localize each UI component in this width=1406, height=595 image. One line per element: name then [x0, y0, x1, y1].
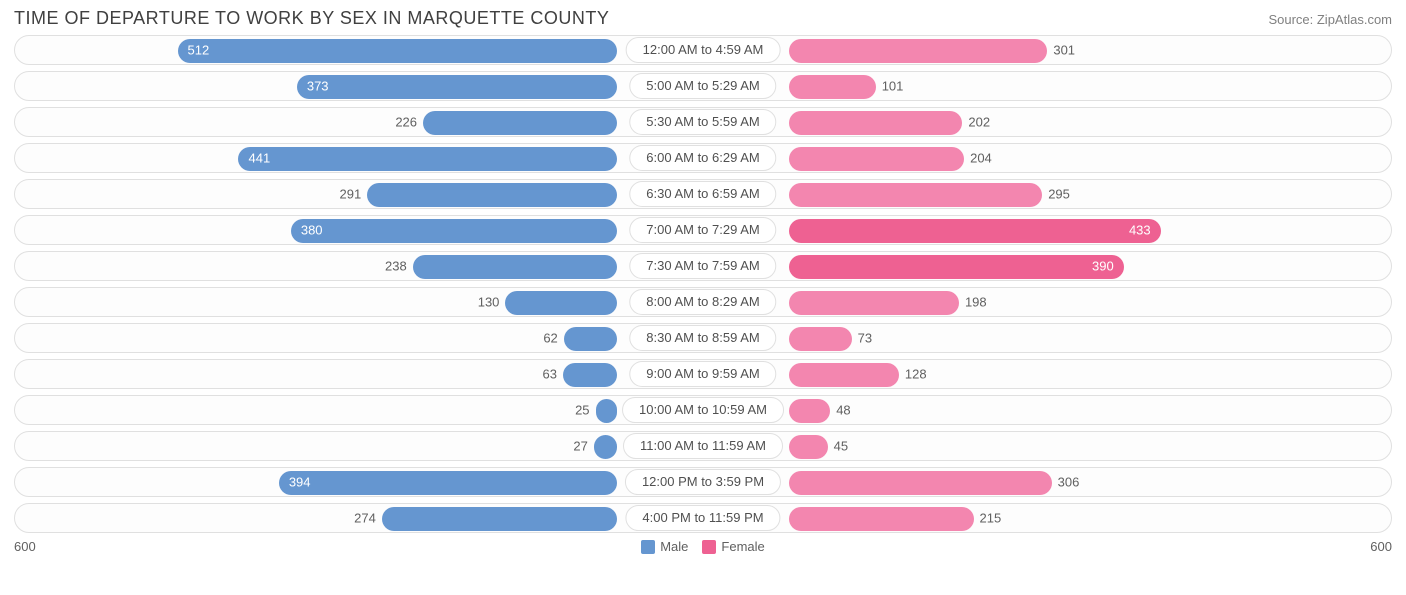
female-bar [789, 75, 876, 99]
male-value: 274 [354, 511, 376, 526]
male-bar [505, 291, 617, 315]
chart-row: 7:30 AM to 7:59 AM 238 390 [14, 251, 1392, 281]
time-range-label: 5:00 AM to 5:29 AM [629, 73, 776, 99]
chart-row: 7:00 AM to 7:29 AM 380 433 [14, 215, 1392, 245]
female-swatch-icon [702, 540, 716, 554]
male-bar [564, 327, 617, 351]
time-range-label: 10:00 AM to 10:59 AM [622, 397, 784, 423]
male-value: 373 [297, 79, 339, 94]
female-bar [789, 471, 1052, 495]
male-value: 130 [478, 295, 500, 310]
male-bar [291, 219, 617, 243]
chart-row: 10:00 AM to 10:59 AM 25 48 [14, 395, 1392, 425]
male-bar [423, 111, 617, 135]
chart-title: TIME OF DEPARTURE TO WORK BY SEX IN MARQ… [14, 8, 609, 29]
female-value: 198 [965, 295, 987, 310]
male-value: 226 [395, 115, 417, 130]
male-swatch-icon [641, 540, 655, 554]
legend-item-female: Female [702, 539, 764, 554]
female-value: 101 [882, 79, 904, 94]
male-bar [563, 363, 617, 387]
female-value: 128 [905, 367, 927, 382]
male-value: 394 [279, 475, 321, 490]
female-bar [789, 291, 959, 315]
female-bar [789, 363, 899, 387]
time-range-label: 7:30 AM to 7:59 AM [629, 253, 776, 279]
chart-row: 12:00 PM to 3:59 PM 394 306 [14, 467, 1392, 497]
chart-header: TIME OF DEPARTURE TO WORK BY SEX IN MARQ… [14, 8, 1392, 29]
male-value: 512 [178, 43, 220, 58]
male-value: 238 [385, 259, 407, 274]
chart-row: 12:00 AM to 4:59 AM 512 301 [14, 35, 1392, 65]
diverging-bar-chart: 12:00 AM to 4:59 AM 512 301 5:00 AM to 5:29… [14, 35, 1392, 533]
female-value: 433 [1119, 223, 1161, 238]
female-value: 215 [980, 511, 1002, 526]
time-range-label: 7:00 AM to 7:29 AM [629, 217, 776, 243]
male-bar [297, 75, 617, 99]
legend-female-label: Female [721, 539, 764, 554]
female-value: 390 [1082, 259, 1124, 274]
time-range-label: 8:30 AM to 8:59 AM [629, 325, 776, 351]
time-range-label: 6:00 AM to 6:29 AM [629, 145, 776, 171]
female-bar [789, 327, 852, 351]
female-bar [789, 111, 962, 135]
chart-row: 8:30 AM to 8:59 AM 62 73 [14, 323, 1392, 353]
legend-male-label: Male [660, 539, 688, 554]
legend: Male Female [641, 539, 765, 554]
male-bar [382, 507, 617, 531]
time-range-label: 11:00 AM to 11:59 AM [623, 433, 783, 459]
time-range-label: 6:30 AM to 6:59 AM [629, 181, 776, 207]
time-range-label: 8:00 AM to 8:29 AM [629, 289, 776, 315]
chart-row: 11:00 AM to 11:59 AM 27 45 [14, 431, 1392, 461]
axis-left-max: 600 [14, 539, 36, 554]
female-value: 48 [836, 403, 850, 418]
chart-row: 8:00 AM to 8:29 AM 130 198 [14, 287, 1392, 317]
male-value: 27 [573, 439, 587, 454]
male-value: 62 [543, 331, 557, 346]
female-bar [789, 39, 1047, 63]
male-bar [238, 147, 617, 171]
male-bar [594, 435, 617, 459]
female-value: 301 [1053, 43, 1075, 58]
male-bar [367, 183, 617, 207]
chart-row: 6:30 AM to 6:59 AM 291 295 [14, 179, 1392, 209]
female-value: 295 [1048, 187, 1070, 202]
female-value: 73 [858, 331, 872, 346]
female-bar [789, 255, 1124, 279]
male-value: 25 [575, 403, 589, 418]
male-value: 380 [291, 223, 333, 238]
male-bar [596, 399, 617, 423]
time-range-label: 12:00 PM to 3:59 PM [625, 469, 781, 495]
female-value: 204 [970, 151, 992, 166]
female-bar [789, 399, 830, 423]
male-bar [413, 255, 617, 279]
female-bar [789, 435, 828, 459]
time-range-label: 9:00 AM to 9:59 AM [629, 361, 776, 387]
chart-row: 9:00 AM to 9:59 AM 63 128 [14, 359, 1392, 389]
chart-footer: 600 Male Female 600 [14, 539, 1392, 554]
time-range-label: 5:30 AM to 5:59 AM [629, 109, 776, 135]
chart-row: 5:00 AM to 5:29 AM 373 101 [14, 71, 1392, 101]
male-value: 291 [340, 187, 362, 202]
time-range-label: 4:00 PM to 11:59 PM [625, 505, 780, 531]
time-range-label: 12:00 AM to 4:59 AM [626, 37, 781, 63]
male-value: 63 [542, 367, 556, 382]
male-bar [279, 471, 617, 495]
female-value: 306 [1058, 475, 1080, 490]
female-bar [789, 183, 1042, 207]
legend-item-male: Male [641, 539, 688, 554]
male-value: 441 [238, 151, 280, 166]
female-bar [789, 147, 964, 171]
female-bar [789, 219, 1161, 243]
chart-row: 5:30 AM to 5:59 AM 226 202 [14, 107, 1392, 137]
axis-right-max: 600 [1370, 539, 1392, 554]
female-value: 202 [968, 115, 990, 130]
chart-row: 4:00 PM to 11:59 PM 274 215 [14, 503, 1392, 533]
chart-source: Source: ZipAtlas.com [1268, 12, 1392, 27]
chart-row: 6:00 AM to 6:29 AM 441 204 [14, 143, 1392, 173]
female-bar [789, 507, 974, 531]
female-value: 45 [834, 439, 848, 454]
male-bar [178, 39, 617, 63]
